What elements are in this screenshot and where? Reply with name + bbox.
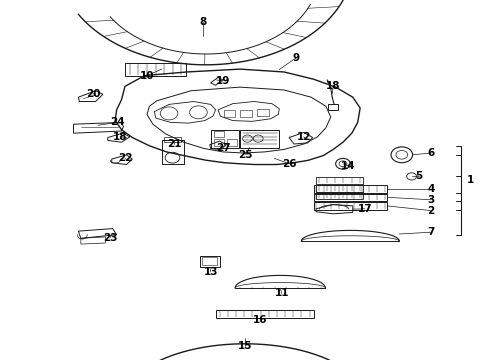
Text: 18: 18	[113, 132, 127, 142]
Text: 13: 13	[203, 267, 218, 277]
Text: 12: 12	[296, 132, 311, 142]
Text: 18: 18	[326, 81, 341, 91]
Text: 10: 10	[140, 71, 154, 81]
Text: 8: 8	[200, 17, 207, 27]
Text: 9: 9	[293, 53, 300, 63]
Text: 1: 1	[467, 175, 474, 185]
Text: 21: 21	[167, 139, 181, 149]
Text: 25: 25	[238, 150, 252, 160]
Text: 15: 15	[238, 341, 252, 351]
Text: 26: 26	[282, 159, 296, 169]
Text: 22: 22	[118, 153, 132, 163]
Text: 24: 24	[110, 117, 125, 127]
Text: 11: 11	[274, 288, 289, 298]
Text: 6: 6	[428, 148, 435, 158]
Text: 3: 3	[428, 195, 435, 205]
Text: 7: 7	[427, 227, 435, 237]
Text: 27: 27	[216, 143, 230, 153]
Text: 16: 16	[252, 315, 267, 325]
Text: 17: 17	[358, 204, 372, 214]
Text: 4: 4	[427, 184, 435, 194]
Text: 5: 5	[416, 171, 422, 181]
Text: 2: 2	[428, 206, 435, 216]
Text: 20: 20	[86, 89, 100, 99]
Text: 23: 23	[103, 233, 118, 243]
Text: 19: 19	[216, 76, 230, 86]
Text: 14: 14	[341, 161, 355, 171]
